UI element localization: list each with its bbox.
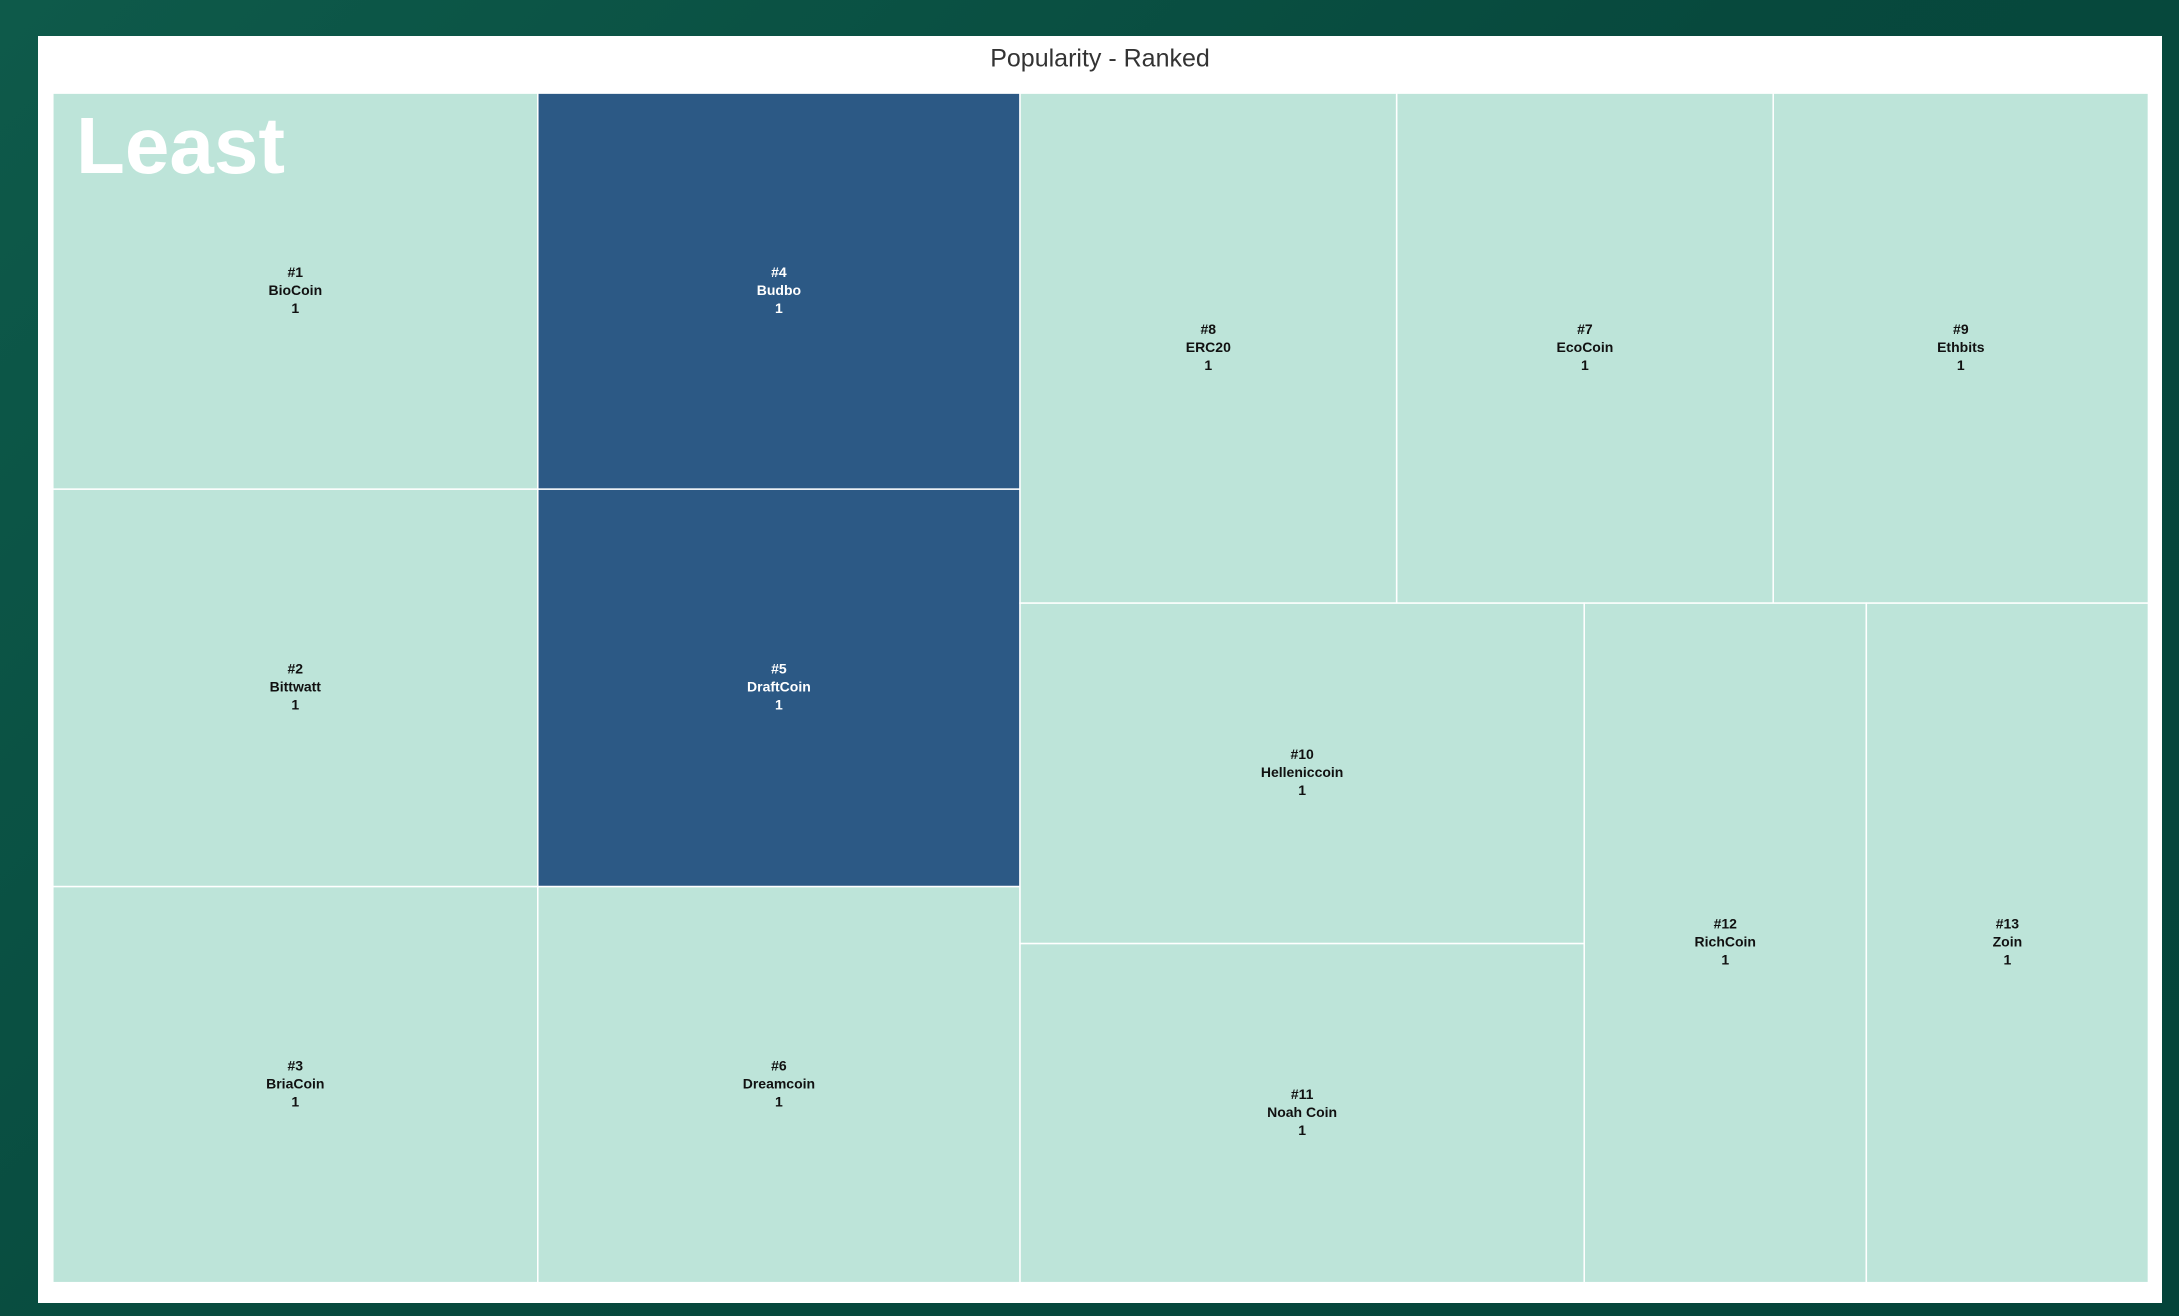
- chart-title: Popularity - Ranked: [990, 45, 1210, 73]
- cell-value: 1: [2003, 952, 2011, 968]
- cell-rank: #7: [1577, 321, 1593, 337]
- cell-name: Helleniccoin: [1261, 764, 1343, 780]
- cell-name: ERC20: [1186, 339, 1231, 355]
- cell-rank: #8: [1201, 321, 1217, 337]
- cell-value: 1: [1581, 357, 1589, 373]
- treemap-cell: [1583, 602, 1868, 1284]
- cell-value: 1: [775, 697, 783, 713]
- cell-rank: #11: [1291, 1086, 1314, 1102]
- cell-rank: #6: [771, 1057, 787, 1073]
- annotation: Least: [76, 101, 285, 190]
- cell-name: Budbo: [757, 282, 801, 298]
- cell-name: Bittwatt: [270, 679, 322, 695]
- treemap-cell: [52, 885, 539, 1284]
- cell-value: 1: [775, 1093, 783, 1109]
- cell-name: RichCoin: [1695, 934, 1756, 950]
- cell-name: Ethbits: [1937, 339, 1985, 355]
- treemap-cell: [537, 885, 1021, 1284]
- cell-name: BioCoin: [268, 282, 322, 298]
- cell-value: 1: [1957, 357, 1965, 373]
- cell-name: BriaCoin: [266, 1075, 324, 1091]
- treemap-cell: [1019, 92, 1398, 604]
- treemap-cell: [537, 92, 1021, 490]
- cell-name: Dreamcoin: [743, 1075, 815, 1091]
- treemap-cell: [52, 488, 539, 888]
- cell-rank: #10: [1290, 746, 1314, 762]
- cell-value: 1: [1204, 357, 1212, 373]
- cell-rank: #3: [288, 1057, 304, 1073]
- cell-rank: #1: [288, 264, 304, 280]
- cell-rank: #13: [1996, 916, 2020, 932]
- cell-rank: #2: [288, 661, 304, 677]
- cell-value: 1: [1298, 782, 1306, 798]
- cell-value: 1: [291, 300, 299, 316]
- cell-rank: #5: [771, 661, 787, 677]
- cell-name: Zoin: [1993, 934, 2023, 950]
- treemap-cell: [1395, 92, 1774, 604]
- cell-value: 1: [775, 300, 783, 316]
- cell-name: Noah Coin: [1267, 1104, 1337, 1120]
- treemap-cell: [1772, 92, 2150, 604]
- cell-rank: #9: [1953, 321, 1969, 337]
- cell-value: 1: [1298, 1122, 1306, 1138]
- treemap-cell: [1019, 602, 1585, 945]
- cell-rank: #12: [1714, 916, 1738, 932]
- cell-name: EcoCoin: [1557, 339, 1614, 355]
- cell-value: 1: [1721, 952, 1729, 968]
- cell-name: DraftCoin: [747, 679, 811, 695]
- cell-value: 1: [291, 1093, 299, 1109]
- treemap-cell: [1019, 942, 1585, 1284]
- treemap-cell: [52, 92, 539, 490]
- cell-rank: #4: [771, 264, 787, 280]
- treemap: #1 BioCoin 1 #2 Bittwatt 1 #3 BriaCoin 1 #4 Budbo 1…: [52, 92, 2150, 1284]
- cell-value: 1: [291, 697, 299, 713]
- treemap-cell: [1865, 602, 2150, 1284]
